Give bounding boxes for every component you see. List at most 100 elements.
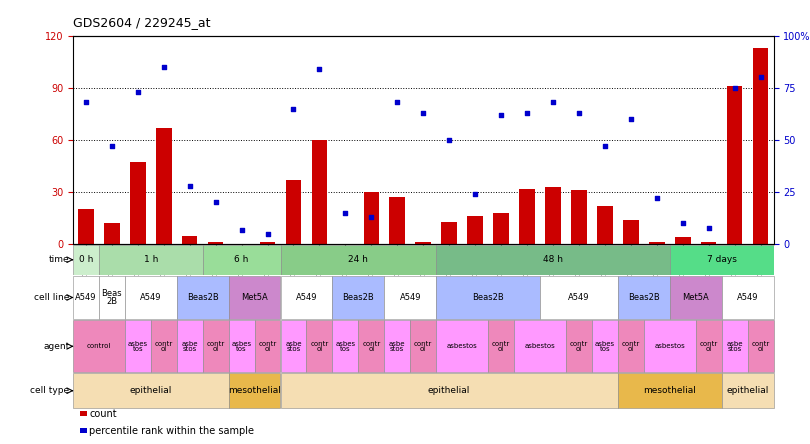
- Point: [573, 109, 586, 116]
- Bar: [571, 190, 586, 244]
- Text: mesothelial: mesothelial: [643, 386, 696, 395]
- Text: 6 h: 6 h: [234, 255, 249, 264]
- Bar: [73, 373, 228, 408]
- Text: Met5A: Met5A: [682, 293, 709, 302]
- Bar: [306, 320, 332, 373]
- Bar: [125, 276, 177, 319]
- Point: [339, 210, 352, 217]
- Text: asbe
stos: asbe stos: [389, 341, 406, 352]
- Point: [469, 190, 482, 198]
- Bar: [156, 128, 172, 244]
- Text: Beas2B: Beas2B: [187, 293, 219, 302]
- Text: 24 h: 24 h: [348, 255, 369, 264]
- Text: A549: A549: [75, 293, 96, 302]
- Text: contr
ol: contr ol: [207, 341, 224, 352]
- Text: asbes
tos: asbes tos: [128, 341, 148, 352]
- Bar: [493, 213, 509, 244]
- Point: [364, 214, 377, 221]
- Text: A549: A549: [399, 293, 421, 302]
- Point: [676, 220, 689, 227]
- Bar: [228, 276, 280, 319]
- Bar: [514, 320, 566, 373]
- Bar: [545, 187, 561, 244]
- Bar: [151, 320, 177, 373]
- Bar: [384, 320, 410, 373]
- Text: asbe
stos: asbe stos: [727, 341, 743, 352]
- Bar: [73, 276, 99, 319]
- Point: [547, 99, 560, 106]
- Bar: [78, 210, 94, 244]
- Point: [625, 115, 637, 123]
- Bar: [416, 242, 431, 244]
- Bar: [675, 237, 690, 244]
- Bar: [228, 373, 280, 408]
- Bar: [177, 276, 228, 319]
- Bar: [467, 216, 483, 244]
- Bar: [125, 320, 151, 373]
- Bar: [597, 206, 612, 244]
- Point: [261, 230, 274, 237]
- Bar: [73, 320, 125, 373]
- Bar: [437, 245, 670, 275]
- Bar: [99, 276, 125, 319]
- Bar: [228, 320, 254, 373]
- Text: A549: A549: [296, 293, 318, 302]
- Bar: [623, 220, 638, 244]
- Bar: [208, 242, 224, 244]
- Text: contr
ol: contr ol: [622, 341, 640, 352]
- Text: asbestos: asbestos: [525, 343, 556, 349]
- Text: contr
ol: contr ol: [492, 341, 510, 352]
- Bar: [312, 140, 327, 244]
- Point: [702, 224, 715, 231]
- Bar: [670, 245, 774, 275]
- Bar: [280, 245, 437, 275]
- Point: [754, 74, 767, 81]
- Bar: [437, 320, 488, 373]
- Bar: [488, 320, 514, 373]
- Bar: [618, 373, 722, 408]
- Bar: [80, 428, 87, 433]
- Text: 48 h: 48 h: [543, 255, 563, 264]
- Point: [728, 84, 741, 91]
- Text: asbes
tos: asbes tos: [335, 341, 356, 352]
- Text: epithelial: epithelial: [428, 386, 471, 395]
- Bar: [202, 245, 280, 275]
- Bar: [519, 189, 535, 244]
- Text: asbe
stos: asbe stos: [181, 341, 198, 352]
- Bar: [644, 320, 696, 373]
- Point: [650, 195, 663, 202]
- Bar: [177, 320, 202, 373]
- Text: contr
ol: contr ol: [258, 341, 277, 352]
- Bar: [73, 245, 99, 275]
- Bar: [748, 320, 774, 373]
- Text: A549: A549: [737, 293, 758, 302]
- Bar: [696, 320, 722, 373]
- Text: 0 h: 0 h: [79, 255, 93, 264]
- Point: [235, 226, 248, 233]
- Point: [521, 109, 534, 116]
- Text: control: control: [87, 343, 111, 349]
- Text: Beas
2B: Beas 2B: [101, 289, 122, 306]
- Text: contr
ol: contr ol: [362, 341, 381, 352]
- Bar: [280, 320, 306, 373]
- Bar: [390, 197, 405, 244]
- Text: contr
ol: contr ol: [414, 341, 433, 352]
- Text: contr
ol: contr ol: [752, 341, 770, 352]
- Point: [79, 99, 92, 106]
- Text: contr
ol: contr ol: [310, 341, 329, 352]
- Bar: [722, 276, 774, 319]
- Bar: [202, 320, 228, 373]
- Bar: [618, 320, 644, 373]
- Text: contr
ol: contr ol: [155, 341, 173, 352]
- Text: cell line: cell line: [34, 293, 70, 302]
- Text: Beas2B: Beas2B: [628, 293, 659, 302]
- Text: GDS2604 / 229245_at: GDS2604 / 229245_at: [73, 16, 211, 29]
- Text: A549: A549: [140, 293, 161, 302]
- Point: [157, 63, 170, 71]
- Bar: [260, 242, 275, 244]
- Bar: [410, 320, 437, 373]
- Bar: [540, 276, 618, 319]
- Point: [313, 65, 326, 72]
- Text: asbestos: asbestos: [654, 343, 685, 349]
- Bar: [254, 320, 280, 373]
